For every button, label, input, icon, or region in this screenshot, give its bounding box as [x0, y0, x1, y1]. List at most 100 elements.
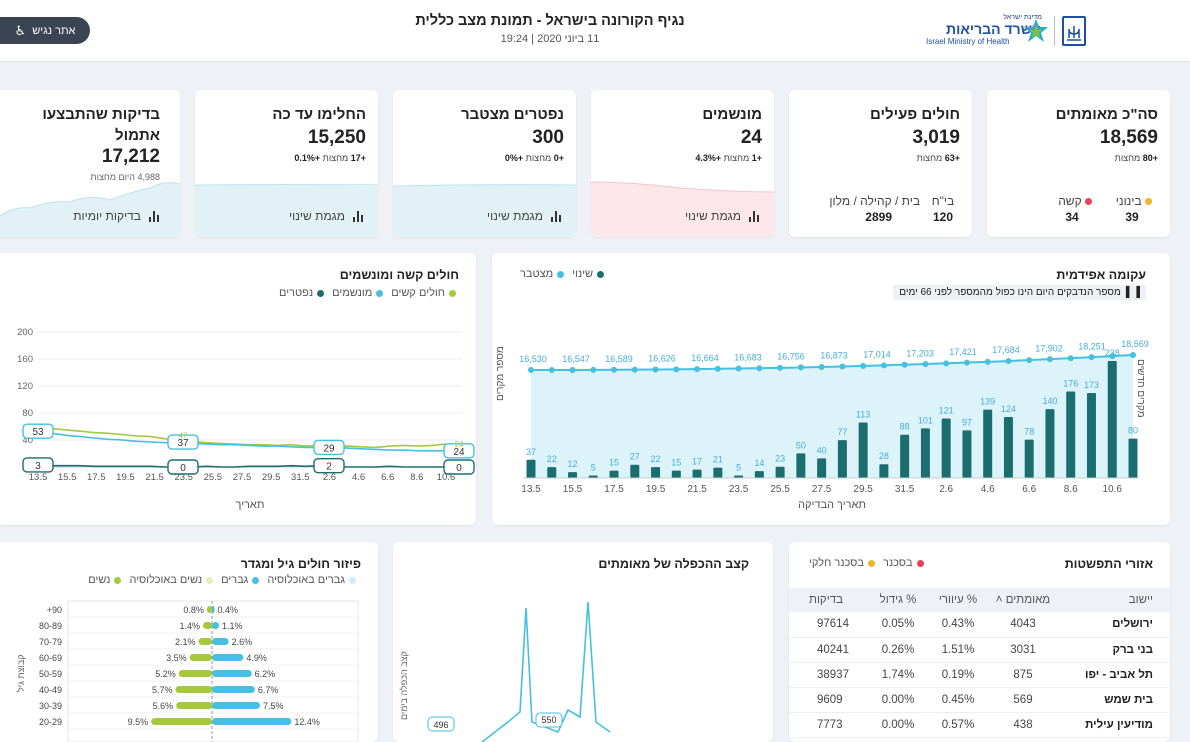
legend-men-label: גברים	[221, 574, 249, 586]
age-category: 50-59	[39, 669, 62, 679]
bar	[837, 440, 847, 478]
cumulative-line	[531, 354, 1134, 371]
delta-value: +17	[350, 153, 366, 163]
stat-card-ventilated[interactable]: מונשמים 24 +1 מחצות +4.3% מגמת שינוי	[591, 90, 774, 237]
bar	[920, 428, 930, 478]
dead-line	[37, 464, 446, 468]
x-tick: 19.5	[646, 484, 666, 495]
bar	[1024, 439, 1034, 478]
delta-pct: +0.1%	[294, 153, 321, 163]
women-label: 0.8%	[183, 605, 204, 615]
women-label: 9.5%	[128, 717, 149, 727]
col-tests[interactable]: בדיקות	[809, 594, 843, 606]
stat-card-deceased[interactable]: נפטרים מצטבר 300 +0 מחצות +0% מגמת שינוי	[393, 90, 576, 237]
daily-tests-button[interactable]: בדיקות יומיות	[73, 209, 160, 223]
trend-button[interactable]: מגמת שינוי	[685, 209, 760, 223]
cumulative-label: 16,589	[605, 354, 633, 364]
legend-severe-label: חולים קשים	[391, 287, 445, 299]
bar-label: 113	[856, 409, 870, 419]
cumulative-point	[673, 366, 680, 373]
callout-text: 3	[35, 461, 41, 472]
x-tick: 23.5	[729, 484, 749, 495]
age-category: +90	[47, 605, 62, 615]
x-tick: 25.5	[204, 472, 223, 483]
bar	[879, 464, 889, 478]
y-tick: 40	[22, 435, 33, 446]
legend-dead[interactable]: נפטרים	[279, 287, 325, 299]
home-value: 2899	[865, 210, 892, 224]
bar-chart-icon	[549, 210, 562, 222]
callout-text: 29	[323, 443, 335, 454]
cumulative-label: 17,902	[1035, 343, 1063, 353]
legend-women-pop[interactable]: נשים באוכלוסיה	[129, 574, 214, 586]
delta-label: מחצות	[1114, 153, 1141, 163]
table-row[interactable]: בית שמש 569 0.45% 0.00% 9609	[789, 687, 1170, 712]
bar	[1003, 417, 1013, 478]
legend-vent[interactable]: מונשמים	[332, 287, 384, 299]
x-tick: 4.6	[352, 472, 365, 483]
cumulative-point	[943, 360, 950, 367]
bar	[900, 434, 910, 478]
trend-area	[591, 181, 774, 237]
bar-label: 78	[1024, 427, 1034, 437]
callout-text: 550	[541, 715, 556, 725]
pct2-cell: 0.00%	[881, 718, 915, 731]
legend-men-pop[interactable]: גברים באוכלוסיה	[267, 574, 356, 586]
dead-dot	[317, 289, 325, 297]
legend-change[interactable]: שינוי	[572, 268, 605, 280]
y-tick: 120	[17, 381, 33, 392]
legend-risk[interactable]: בסכנר	[883, 557, 924, 569]
access-button[interactable]: אתר נגיש ♿	[0, 17, 90, 44]
col-pct1[interactable]: % עיוורי	[938, 594, 978, 606]
stat-card-active[interactable]: חולים פעילים 3,019 +63 מחצות בי"ח 120 בי…	[789, 90, 972, 237]
col-confirmed[interactable]: מאומתים ˄	[995, 594, 1051, 606]
table-row[interactable]: בני ברק 3031 1.51% 0.26% 40241	[789, 637, 1170, 662]
bar-label: 124	[1001, 404, 1016, 414]
star-logo-icon	[1022, 17, 1050, 45]
stat-card-tests[interactable]: בדיקות שהתבצעו אתמול 17,212 4,988 היום מ…	[0, 90, 180, 237]
stat-value: 17,212	[101, 146, 160, 167]
top-header: אתר נגיש ♿ נגיף הקורונה בישראל - תמונת מ…	[0, 0, 1190, 62]
bar-label: 21	[713, 455, 723, 465]
age-legend: גברים באוכלוסיה גברים נשים באוכלוסיה נשי…	[88, 574, 356, 586]
bar	[609, 470, 619, 478]
men-bar	[212, 702, 260, 709]
bar-label: 121	[939, 406, 954, 416]
logo-main-text: משרד הבריאות	[946, 21, 1042, 37]
cumulative-point	[984, 358, 991, 365]
trend-button[interactable]: מגמת שינוי	[289, 209, 364, 223]
delta-label: מחצות	[322, 153, 349, 163]
severe-dot	[449, 289, 456, 297]
table-row[interactable]: מודיעין עילית 438 0.57% 0.00% 7773	[789, 712, 1170, 737]
table-row[interactable]: תל אביב - יפו 875 0.19% 1.74% 38937	[789, 662, 1170, 687]
age-title: פיזור חולים גיל ומגדר	[240, 557, 361, 571]
trend-button[interactable]: מגמת שינוי	[487, 209, 562, 223]
legend-men[interactable]: גברים	[221, 574, 260, 586]
bar-chart-icon	[351, 210, 364, 222]
today-label: היום מחצות	[90, 172, 135, 182]
info-chart-icon: ▐▌	[1125, 287, 1140, 298]
stat-card-confirmed[interactable]: סה"כ מאומתים 18,569 +80 מחצות בינוני 39 …	[987, 90, 1170, 237]
x-tick: 2.6	[939, 484, 953, 495]
bar-label: 23	[775, 454, 785, 464]
women-label: 5.7%	[152, 685, 173, 695]
y-tick: 160	[17, 354, 33, 365]
confirmed-cell: 4043	[1010, 618, 1036, 631]
ministry-logo[interactable]: מדינת ישראל משרד הבריאות Israel Ministry…	[924, 14, 1090, 48]
men-bar	[212, 622, 220, 629]
stat-card-recovered[interactable]: החלימו עד כה 15,250 +17 מחצות +0.1% מגמת…	[195, 90, 378, 237]
age-gender-card: פיזור חולים גיל ומגדר גברים באוכלוסיה גב…	[0, 542, 378, 742]
stat-title: נפטרים מצטבר	[461, 106, 564, 123]
x-tick: 17.5	[87, 472, 106, 483]
value-callout	[167, 434, 199, 450]
value-callout	[443, 459, 475, 475]
legend-women[interactable]: נשים	[88, 574, 122, 586]
value-callout	[443, 443, 475, 459]
menorah-emblem-icon	[1062, 16, 1086, 46]
col-city[interactable]: יישוב	[1128, 594, 1153, 606]
legend-severe[interactable]: חולים קשים	[391, 287, 456, 299]
table-row[interactable]: ירושלים 4043 0.43% 0.05% 97614	[789, 612, 1170, 637]
col-pct2[interactable]: % גידול	[879, 594, 917, 606]
legend-partial[interactable]: בסכנר חלקי	[809, 557, 875, 569]
legend-cumulative[interactable]: מצטבר	[520, 268, 565, 280]
